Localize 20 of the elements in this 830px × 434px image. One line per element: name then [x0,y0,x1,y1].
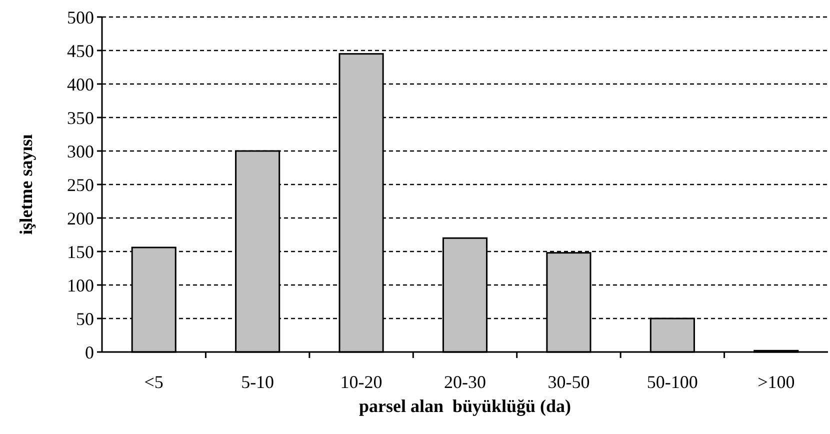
y-tick-label: 0 [85,342,94,362]
x-tick-label: <5 [144,372,164,392]
y-tick-label: 50 [76,308,94,329]
y-tick-label: 100 [67,275,94,296]
y-tick-label: 400 [67,74,94,94]
y-tick-label: 500 [67,7,94,28]
x-tick-label: 30-50 [548,372,590,392]
y-tick-label: 450 [67,40,94,61]
x-tick-label: 50-100 [646,372,698,392]
y-tick-label: 300 [67,141,94,162]
x-axis-title: parsel alan büyüklüğü (da) [358,396,572,416]
x-tick-label: 20-30 [444,372,486,392]
y-tick-label: 200 [67,208,94,228]
y-tick-label: 150 [67,242,94,262]
y-tick-label: 250 [67,174,94,195]
y-tick-label: 350 [67,108,94,128]
x-tick-label: >100 [758,372,795,392]
x-tick-label: 5-10 [241,372,274,392]
y-axis-title: işletme sayısı [16,134,36,235]
x-tick-label: 10-20 [340,372,382,392]
